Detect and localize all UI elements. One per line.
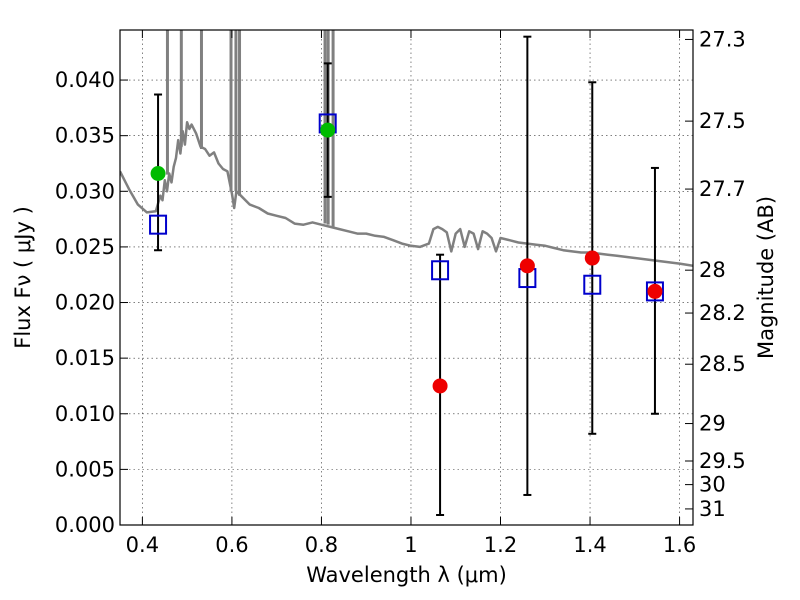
right-tick-label: 29 — [699, 412, 726, 436]
x-tick-label: 0.4 — [126, 533, 159, 557]
right-tick-label: 27.3 — [699, 27, 746, 51]
data-point-measurements — [432, 378, 448, 394]
marker-layer — [149, 113, 664, 394]
x-tick-label: 0.6 — [215, 533, 248, 557]
right-tick-label: 30 — [699, 473, 726, 497]
model-photometry-square — [431, 260, 450, 281]
x-tick-label: 0.8 — [305, 533, 338, 557]
y-tick-label: 0.040 — [55, 68, 115, 92]
data-point-detections — [320, 122, 336, 138]
right-tick-label: 31 — [699, 497, 726, 521]
data-point-measurements — [647, 283, 663, 299]
data-point-detections — [150, 165, 166, 181]
y-axis-label: Flux Fν ( μJy ) — [11, 206, 35, 349]
model-photometry-square — [645, 281, 664, 302]
y-tick-label: 0.035 — [55, 124, 115, 148]
y-tick-label: 0.010 — [55, 402, 115, 426]
grid-layer — [120, 30, 693, 525]
x-tick-label: 1.4 — [573, 533, 606, 557]
y-tick-label: 0.030 — [55, 179, 115, 203]
right-axis-label: Magnitude (AB) — [754, 196, 778, 359]
x-tick-label: 1 — [404, 533, 417, 557]
spectrum-layer — [120, 30, 693, 268]
y-tick-label: 0.020 — [55, 291, 115, 315]
y-tick-label: 0.005 — [55, 457, 115, 481]
plot-frame — [119, 29, 694, 526]
data-point-measurements — [584, 250, 600, 266]
x-tick-label: 1.2 — [484, 533, 517, 557]
model-photometry-square — [149, 214, 168, 235]
right-tick-label: 28.2 — [699, 301, 746, 325]
right-tick-label: 27.7 — [699, 177, 746, 201]
right-tick-label: 29.5 — [699, 449, 746, 473]
y-tick-label: 0.025 — [55, 235, 115, 259]
data-point-measurements — [519, 258, 535, 274]
y-tick-label: 0.000 — [55, 513, 115, 537]
y-tick-label: 0.015 — [55, 346, 115, 370]
model-photometry-square — [583, 274, 602, 295]
x-axis-label: Wavelength λ (μm) — [306, 563, 507, 587]
right-tick-label: 27.5 — [699, 109, 746, 133]
x-tick-label: 1.6 — [663, 533, 696, 557]
tick-layer: 0.4 0.6 0.8 1 1.2 1.4 1.6 0.000 0.005 0.010 0.015 0… — [55, 27, 746, 557]
right-tick-label: 28 — [699, 258, 726, 282]
spectrum-line — [120, 121, 693, 268]
right-tick-label: 28.5 — [699, 352, 746, 376]
